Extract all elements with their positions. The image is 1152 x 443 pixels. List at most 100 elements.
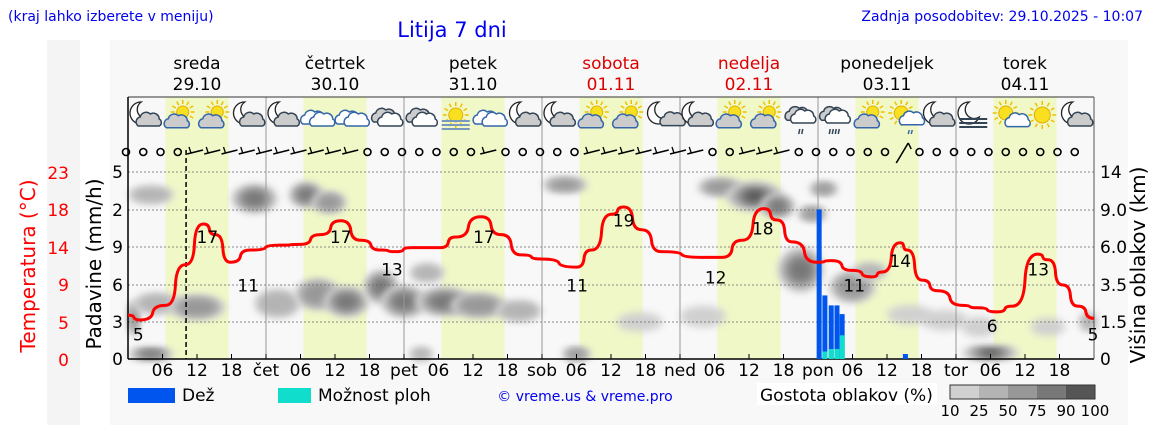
- day-date: 03.11: [863, 75, 912, 95]
- cloud-density-blob: [705, 181, 736, 193]
- rain-drop: [801, 128, 804, 135]
- temperature-label: 18: [752, 220, 774, 240]
- sun-ray: [879, 105, 884, 109]
- cloud-icon: [1066, 111, 1094, 127]
- wind-calm-marker: [708, 147, 717, 157]
- cloud-icon: [687, 111, 715, 127]
- precipitation-tick: 9: [112, 238, 123, 258]
- wind-calm-marker: [138, 147, 148, 157]
- wind-calm-marker: [828, 147, 838, 157]
- wind-calm-marker: [121, 147, 131, 157]
- sun-cloud-icon: [749, 100, 782, 129]
- sun-ray: [459, 103, 463, 108]
- sun-ray: [876, 101, 880, 106]
- cloud-density-blob: [258, 291, 297, 316]
- cloud-icon: [898, 110, 926, 126]
- cloud-icon: [299, 109, 336, 127]
- cloud-height-tick: 9.0: [1100, 201, 1127, 221]
- x-hour-label: 12: [738, 361, 760, 381]
- x-hour-label: 12: [186, 361, 208, 381]
- sun-ray: [1034, 102, 1038, 107]
- sun-ray: [889, 116, 894, 121]
- cloud-density-blob: [243, 191, 266, 206]
- cloud-density-blob: [372, 278, 390, 296]
- rain-drop: [798, 128, 801, 135]
- temperature-label: 11: [843, 277, 865, 297]
- cloud-icon: [135, 111, 163, 127]
- temperature-label: 5: [1088, 325, 1099, 345]
- density-tick: 75: [1027, 402, 1046, 420]
- cloud-icon: [472, 109, 509, 127]
- copyright-link[interactable]: © vreme.us & vreme.pro: [497, 389, 672, 405]
- sun-ray: [600, 101, 604, 106]
- wind-barb-tick: [343, 146, 347, 154]
- cloud-icon: [343, 111, 371, 127]
- x-hour-label: 18: [911, 361, 933, 381]
- moon-cloud-icon: [129, 101, 163, 127]
- sun-ray: [637, 105, 643, 109]
- cloud-icon: [824, 108, 852, 124]
- rain-bar: [834, 305, 840, 359]
- x-day-label: ned: [664, 361, 696, 381]
- day-date: 02.11: [725, 75, 774, 95]
- rain-drop: [834, 128, 837, 135]
- sun-ray: [861, 105, 867, 109]
- wind-barb: [480, 149, 497, 155]
- wind-barb-tick: [688, 146, 692, 154]
- sun-ray: [866, 101, 870, 106]
- precipitation-tick: 2: [112, 201, 123, 221]
- cloud-icon: [749, 113, 777, 129]
- day-name: sobota: [582, 54, 640, 74]
- density-tick: 90: [1056, 402, 1075, 420]
- cloud-icon: [514, 111, 542, 127]
- x-hour-label: 12: [1014, 361, 1036, 381]
- sun-ray: [176, 101, 180, 106]
- wind-calm-marker: [1070, 147, 1080, 157]
- rain-drop: [910, 129, 913, 135]
- cloud-icon: [273, 111, 301, 127]
- moon-cloud-icon: [232, 101, 266, 127]
- menu-hint-link[interactable]: (kraj lahko izberete v meniju): [8, 9, 214, 25]
- sun-ray: [889, 105, 894, 110]
- overcast-icon: [405, 107, 439, 127]
- rain-bar: [828, 305, 834, 359]
- cloud-icon: [411, 111, 439, 127]
- daylight-band: [303, 97, 367, 359]
- cloud-icon: [715, 113, 743, 129]
- wind-calm-marker: [552, 147, 562, 157]
- cloud-icon: [238, 111, 266, 127]
- moon-cloud-icon: [681, 101, 715, 127]
- sun-cloud-icon: [577, 100, 609, 129]
- cloud-icon: [853, 113, 881, 129]
- wind-barb-tick: [222, 146, 227, 154]
- wind-barb: [600, 149, 618, 155]
- sun-ray: [590, 101, 594, 106]
- sun-ray: [1034, 123, 1038, 128]
- rain-drop: [837, 128, 840, 135]
- wind-barb-tick: [671, 146, 675, 154]
- day-date: 01.11: [587, 75, 636, 95]
- x-hour-label: 18: [221, 361, 243, 381]
- precipitation-tick: 3: [112, 313, 123, 333]
- cloud-icon: [163, 113, 191, 129]
- cloud-density-blob: [139, 350, 163, 358]
- wind-calm-marker: [1018, 147, 1028, 157]
- wind-barb: [307, 149, 324, 155]
- cloud-density-blob: [1030, 317, 1066, 336]
- sun-ray: [603, 115, 608, 119]
- sun-ray: [728, 101, 732, 106]
- wind-calm-marker: [501, 147, 510, 157]
- density-tick: 50: [998, 402, 1017, 420]
- cloud-density-blob: [680, 305, 726, 328]
- rain-heavy-icon: [818, 105, 852, 135]
- cloud-density-blob: [814, 184, 834, 194]
- sun-ray: [189, 115, 194, 119]
- wind-barb: [738, 149, 756, 155]
- wind-barb: [635, 149, 652, 155]
- sun-ray: [1050, 119, 1055, 123]
- sun-ray: [998, 101, 1002, 106]
- wind-calm-marker: [863, 147, 873, 157]
- sun-ray: [762, 101, 766, 106]
- sun-ray: [223, 115, 229, 119]
- wind-barb-tick: [636, 146, 641, 154]
